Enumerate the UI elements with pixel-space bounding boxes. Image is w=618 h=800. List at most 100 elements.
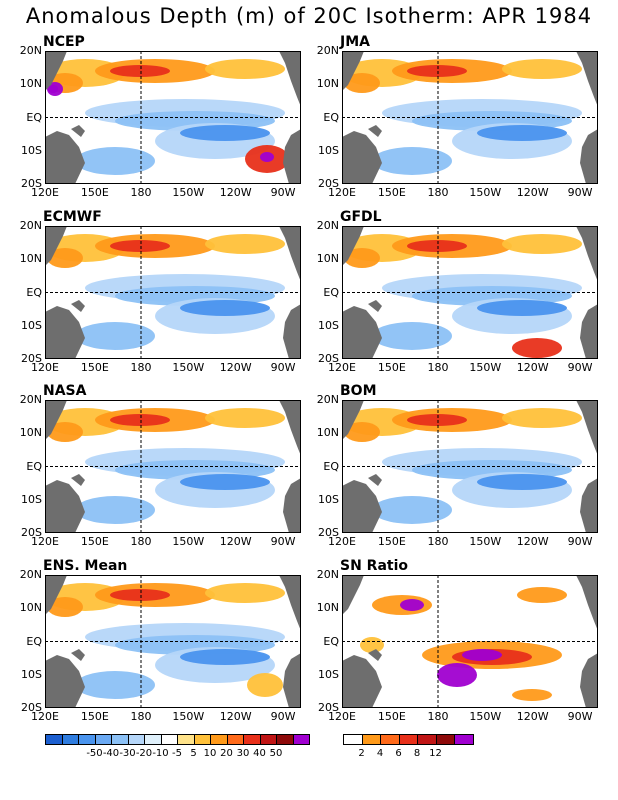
latitude-label: 10S: [318, 143, 339, 157]
latitude-label: EQ: [26, 110, 42, 124]
latitude-label: EQ: [26, 459, 42, 473]
panel-title: NCEP: [43, 34, 85, 50]
longitude-label: 150E: [377, 361, 406, 374]
map-panel: ENS. Mean 20N 10N EQ 10S 20S 120E 150E 180 150W 12…: [20, 558, 301, 723]
anomaly-map: [342, 575, 598, 708]
colorbar-swatch: [276, 734, 294, 745]
longitude-label: 90W: [270, 710, 296, 723]
map-panel: SN Ratio 20N 10N EQ 10S 20S 120E 150E 180 150W 120…: [317, 558, 598, 723]
colorbar-swatch: [259, 734, 277, 745]
colorbar-swatch: [417, 734, 437, 745]
colorbar-label: -30: [119, 748, 136, 759]
latitude-label: 20S: [318, 177, 339, 190]
depth-colorbar: -50 -40 -30 -20 -10 -5 5 10 20 30 40 50: [45, 734, 310, 764]
map-panel: NCEP 20N 10N EQ 10S 20S 120E 150E 180 150W 120W 90W: [20, 34, 301, 199]
colorbar-swatch: [61, 734, 79, 745]
colorbar-label: 12: [429, 748, 442, 759]
longitude-label: 90W: [567, 535, 593, 548]
colorbar-swatch: [127, 734, 145, 745]
colorbar-swatch: [243, 734, 261, 745]
longitude-label: 120E: [328, 361, 356, 374]
latitude-label: EQ: [323, 459, 339, 473]
colorbar-swatch: [343, 734, 363, 745]
colorbar-label: -5: [172, 748, 182, 759]
latitude-label: 10N: [316, 252, 339, 266]
colorbar-swatch: [380, 734, 400, 745]
longitude-label: 150W: [172, 361, 205, 374]
longitude-label: 150W: [469, 186, 502, 199]
colorbar-label: 10: [203, 748, 217, 759]
map-panel: NASA 20N 10N EQ 10S 20S 120E 150E 180 150W 120W 90W: [20, 383, 301, 548]
figure-title: Anomalous Depth (m) of 20C Isotherm: APR…: [25, 4, 593, 28]
colorbar-label: 50: [269, 748, 283, 759]
latitude-label: 10S: [21, 667, 42, 681]
longitude-label: 120W: [516, 186, 549, 199]
colorbar-swatch: [210, 734, 228, 745]
colorbar-label: -50: [86, 748, 103, 759]
longitude-label: 90W: [567, 361, 593, 374]
latitude-label: 20S: [318, 352, 339, 365]
longitude-label: 150E: [377, 535, 406, 548]
colorbar-label: 5: [190, 748, 197, 759]
colorbar-swatch: [435, 734, 455, 745]
latitude-label: 20N: [19, 393, 42, 406]
longitude-label: 90W: [567, 186, 593, 199]
latitude-label: 10S: [21, 318, 42, 332]
anomaly-map: [342, 226, 598, 359]
longitude-label: 120E: [328, 535, 356, 548]
longitude-label: 180: [130, 186, 152, 199]
colorbar-label: 4: [376, 748, 384, 759]
colorbar-swatch: [160, 734, 178, 745]
sn-ratio-colorbar: 2 4 6 8 12: [343, 734, 474, 764]
longitude-label: 120E: [328, 186, 356, 199]
longitude-label: 180: [130, 535, 152, 548]
latitude-label: 10S: [318, 492, 339, 506]
panel-title: GFDL: [340, 209, 382, 225]
colorbar-label: 8: [413, 748, 421, 759]
latitude-label: 10N: [19, 426, 42, 440]
longitude-label: 120W: [516, 710, 549, 723]
panel-title: ENS. Mean: [43, 558, 128, 574]
latitude-label: 10N: [316, 601, 339, 615]
colorbar-swatch: [78, 734, 96, 745]
longitude-label: 120W: [516, 535, 549, 548]
colorbar-label: -40: [102, 748, 120, 759]
longitude-label: 150W: [469, 361, 502, 374]
longitude-label: 150E: [80, 361, 109, 374]
longitude-label: 120W: [219, 186, 252, 199]
latitude-label: 10S: [21, 492, 42, 506]
colorbar-label: -10: [152, 748, 169, 759]
longitude-label: 150W: [172, 710, 205, 723]
panel-title: JMA: [340, 34, 370, 50]
longitude-label: 150W: [172, 186, 205, 199]
colorbar-label: 2: [358, 748, 365, 759]
anomaly-map: [45, 51, 301, 184]
longitude-label: 150W: [469, 710, 502, 723]
longitude-label: 150E: [377, 710, 406, 723]
longitude-label: 180: [130, 361, 152, 374]
colorbar-swatch: [361, 734, 381, 745]
colorbar-swatch: [398, 734, 418, 745]
colorbar-swatch: [94, 734, 112, 745]
colorbar-label: 20: [220, 748, 233, 759]
longitude-label: 90W: [270, 535, 296, 548]
latitude-label: 20S: [318, 526, 339, 539]
longitude-label: 150W: [469, 535, 502, 548]
latitude-label: 20N: [19, 219, 42, 232]
latitude-label: 10S: [318, 318, 339, 332]
colorbar-label: 6: [395, 748, 402, 759]
longitude-label: 120E: [31, 361, 59, 374]
longitude-label: 120W: [219, 535, 252, 548]
latitude-label: EQ: [26, 634, 42, 648]
longitude-label: 150E: [80, 710, 109, 723]
latitude-label: 10N: [19, 252, 42, 266]
colorbar-label: 40: [253, 748, 266, 759]
colorbar-swatch: [177, 734, 195, 745]
colorbar-label: 30: [236, 748, 250, 759]
longitude-label: 150W: [172, 535, 205, 548]
map-panel: ECMWF 20N 10N EQ 10S 20S 120E 150E 180 150W 120W 90…: [20, 209, 301, 374]
longitude-label: 120E: [328, 710, 356, 723]
map-panel: BOM 20N 10N EQ 10S 20S 120E 150E 180 150W 120W 90W: [317, 383, 598, 548]
anomaly-map: [45, 400, 301, 533]
latitude-label: EQ: [323, 110, 339, 124]
